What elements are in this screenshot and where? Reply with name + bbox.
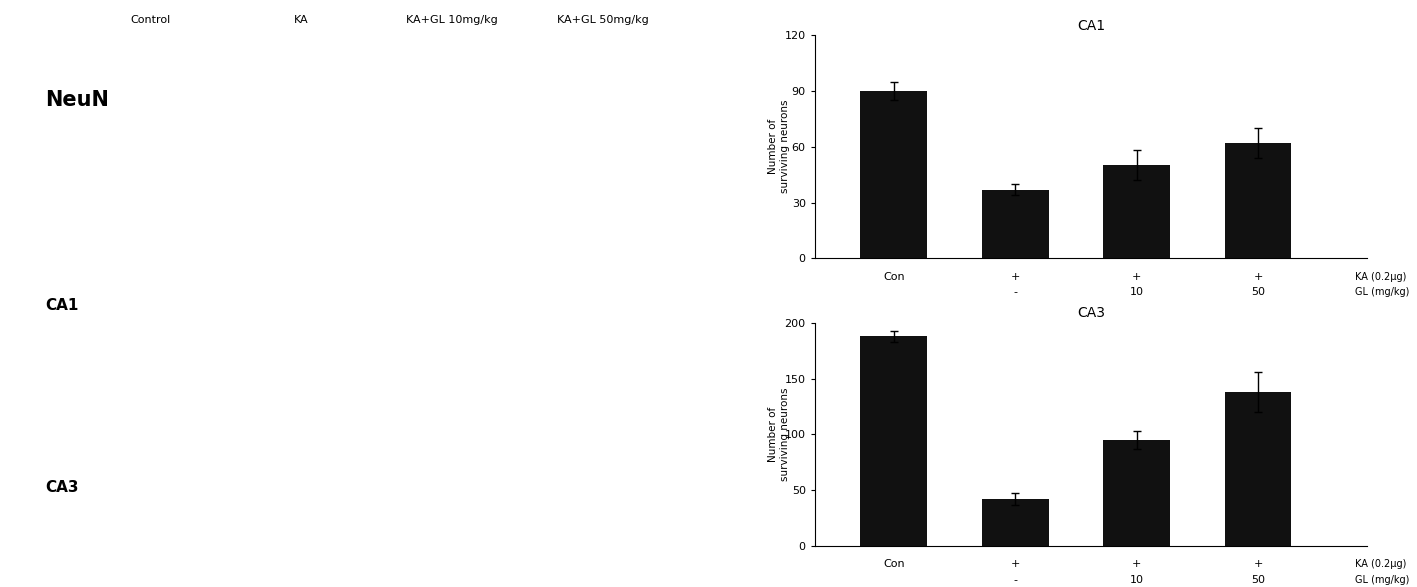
Text: +: + xyxy=(1254,272,1263,282)
Text: Con: Con xyxy=(883,272,904,282)
Bar xyxy=(982,499,1049,546)
Text: GL (mg/kg): GL (mg/kg) xyxy=(1355,287,1410,297)
Title: CA3: CA3 xyxy=(1077,306,1105,321)
Text: KA: KA xyxy=(295,15,309,25)
Bar xyxy=(1104,440,1170,546)
Bar xyxy=(860,336,927,546)
Bar xyxy=(1224,392,1291,546)
Text: KA (0.2μg): KA (0.2μg) xyxy=(1355,272,1407,282)
Text: 10: 10 xyxy=(1129,287,1144,297)
Text: Con: Con xyxy=(883,559,904,569)
Y-axis label: Number of
surviving neurons: Number of surviving neurons xyxy=(768,387,789,481)
Y-axis label: Number of
surviving neurons: Number of surviving neurons xyxy=(768,100,789,194)
Text: +: + xyxy=(1254,559,1263,569)
Text: -: - xyxy=(1013,287,1017,297)
Text: KA+GL 10mg/kg: KA+GL 10mg/kg xyxy=(407,15,497,25)
Bar xyxy=(1104,166,1170,258)
Text: +: + xyxy=(1132,272,1141,282)
Bar xyxy=(982,190,1049,258)
Text: Control: Control xyxy=(130,15,171,25)
Text: NeuN: NeuN xyxy=(45,90,109,110)
Text: CA1: CA1 xyxy=(45,298,78,313)
Title: CA1: CA1 xyxy=(1077,19,1105,33)
Text: GL (mg/kg): GL (mg/kg) xyxy=(1355,575,1410,585)
Text: CA3: CA3 xyxy=(45,480,78,495)
Text: +: + xyxy=(1010,272,1020,282)
Bar xyxy=(860,91,927,258)
Bar xyxy=(1224,143,1291,258)
Text: +: + xyxy=(1010,559,1020,569)
Text: KA+GL 50mg/kg: KA+GL 50mg/kg xyxy=(557,15,649,25)
Text: 10: 10 xyxy=(1129,575,1144,585)
Text: 50: 50 xyxy=(1251,287,1265,297)
Text: KA (0.2μg): KA (0.2μg) xyxy=(1355,559,1407,569)
Text: 50: 50 xyxy=(1251,575,1265,585)
Text: -: - xyxy=(1013,575,1017,585)
Text: +: + xyxy=(1132,559,1141,569)
